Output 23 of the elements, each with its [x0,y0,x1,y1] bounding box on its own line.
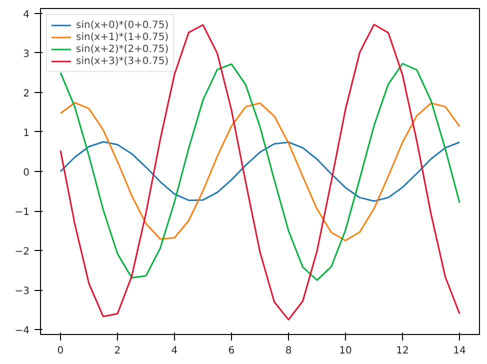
line-series [60,141,460,202]
legend-label: sin(x+3)*(3+0.75) [76,55,169,67]
y-tick-label: 4 [23,9,30,20]
y-tick-label: 0 [23,168,30,178]
line-series [60,102,460,242]
legend-label: sin(x+2)*(2+0.75) [76,43,169,55]
x-tick-label: 8 [285,346,292,356]
legend-label: sin(x+1)*(1+0.75) [76,31,169,43]
x-tick-label: 0 [57,346,64,356]
legend-label: sin(x+0)*(0+0.75) [76,19,169,31]
x-tick-label: 2 [114,346,121,356]
y-tick-label: −2 [14,246,30,258]
x-tick-label: 6 [228,346,235,356]
x-tick-label: 14 [453,346,466,356]
x-tick-label: 4 [171,346,178,356]
y-tick-label: −1 [14,207,30,218]
y-tick-label: −3 [14,286,30,298]
y-tick-label: 3 [23,48,30,60]
y-tick-label: 2 [23,88,30,100]
x-tick-label: 10 [339,346,352,356]
y-tick-label: −4 [14,326,30,337]
y-tick-label: 1 [23,128,30,139]
x-tick-label: 12 [396,346,409,356]
